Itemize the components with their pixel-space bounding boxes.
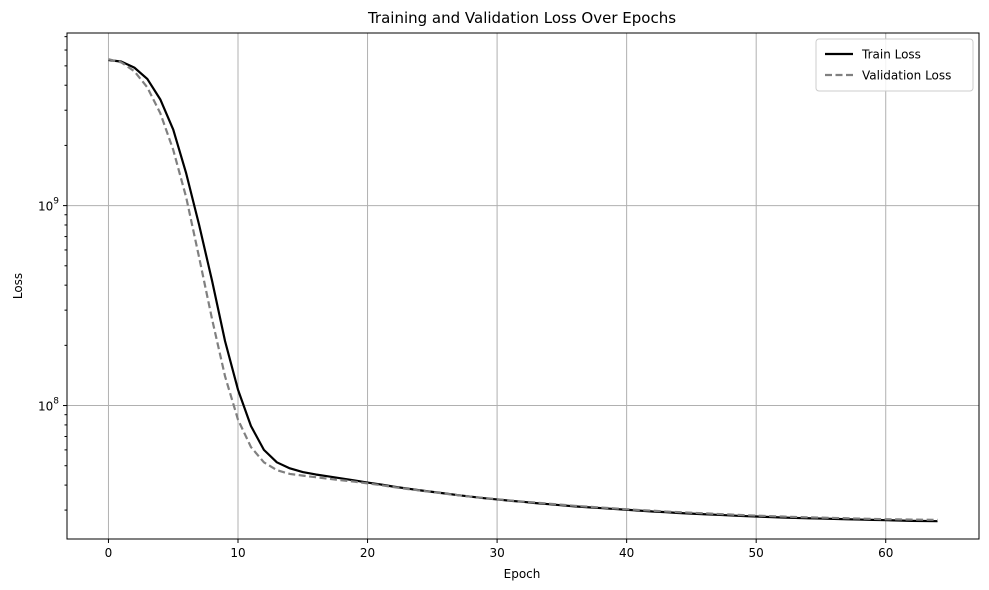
legend: Train Loss Validation Loss <box>815 38 974 92</box>
y-axis: 108 109 <box>38 36 67 511</box>
y-tick-label: 109 <box>38 197 59 214</box>
series-line-validation <box>108 58 938 521</box>
x-tick-label: 50 <box>749 546 764 560</box>
y-tick-label: 108 <box>38 397 59 414</box>
series-lines <box>108 58 938 523</box>
x-tick-label: 60 <box>878 546 893 560</box>
x-tick-label: 10 <box>230 546 245 560</box>
plot-frame <box>66 32 980 540</box>
x-tick-label: 30 <box>489 546 504 560</box>
legend-box <box>815 38 974 92</box>
x-tick-label: 0 <box>105 546 113 560</box>
x-tick-label: 40 <box>619 546 634 560</box>
x-tick-label: 20 <box>360 546 375 560</box>
grid <box>67 33 979 539</box>
x-axis: 0 10 20 30 40 50 60 <box>105 539 893 560</box>
x-axis-label: Epoch <box>504 567 541 581</box>
y-axis-label: Loss <box>11 273 25 299</box>
chart-title: Training and Validation Loss Over Epochs <box>367 9 676 27</box>
legend-label: Validation Loss <box>862 69 951 83</box>
legend-label: Train Loss <box>861 48 921 62</box>
